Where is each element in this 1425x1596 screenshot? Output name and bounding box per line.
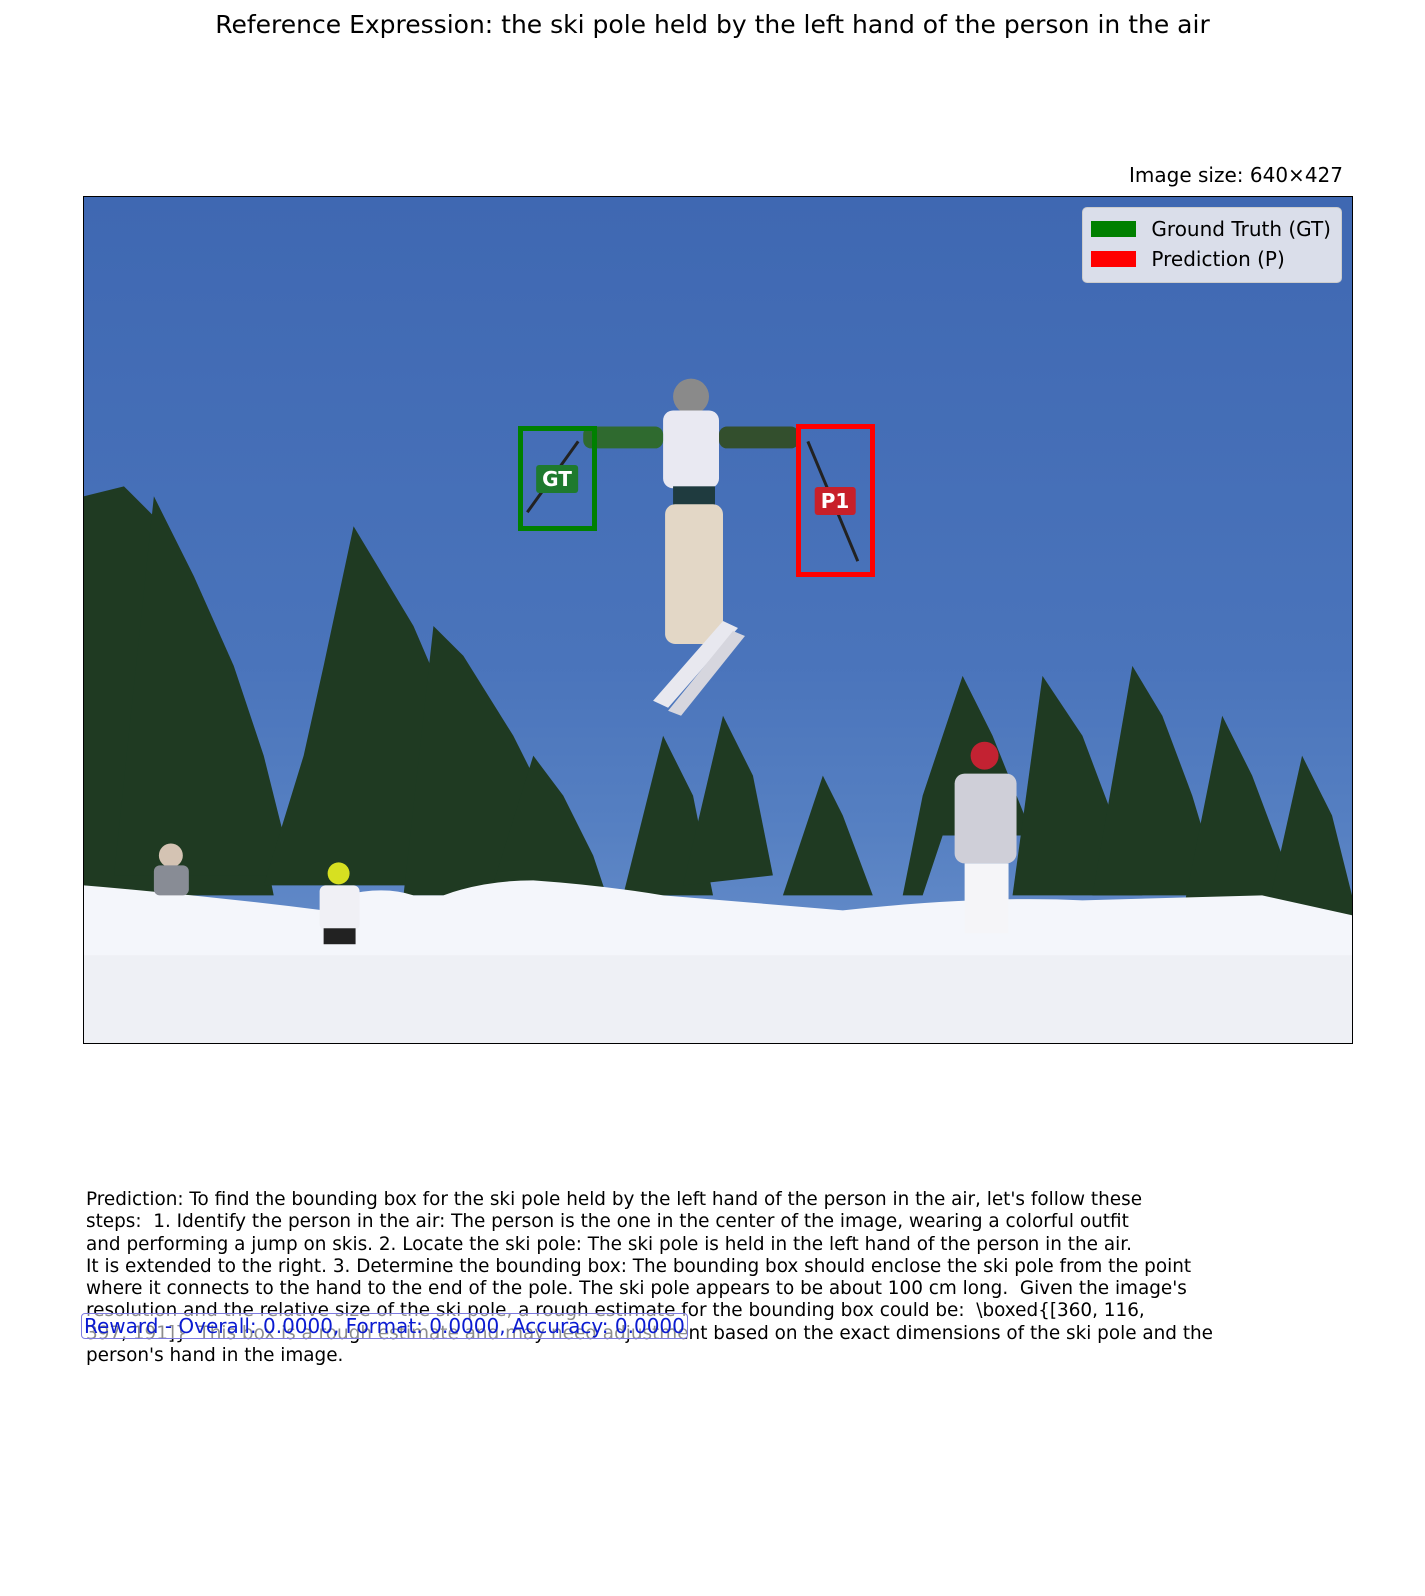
photo-panel: GT P1 Ground Truth (GT) Prediction (P) bbox=[83, 196, 1353, 1044]
legend-item-ground-truth: Ground Truth (GT) bbox=[1091, 214, 1331, 244]
ground-truth-box bbox=[518, 426, 597, 531]
reward-summary: Reward - Overall: 0.0000, Format: 0.0000… bbox=[81, 1313, 688, 1339]
prediction-text: Prediction: To find the bounding box for… bbox=[86, 1189, 1286, 1367]
prediction-line: where it connects to the hand to the end… bbox=[86, 1278, 1187, 1300]
page-title: Reference Expression: the ski pole held … bbox=[215, 10, 1210, 39]
image-size-label: Image size: 640×427 bbox=[1129, 163, 1343, 187]
prediction-line: and performing a jump on skis. 2. Locate… bbox=[86, 1233, 1132, 1255]
ground-truth-tag: GT bbox=[536, 465, 578, 493]
prediction-box bbox=[796, 424, 875, 577]
prediction-tag: P1 bbox=[814, 487, 856, 515]
ski-scene-image bbox=[84, 378, 1352, 1043]
legend-label-prediction: Prediction (P) bbox=[1151, 247, 1285, 271]
legend-label-ground-truth: Ground Truth (GT) bbox=[1151, 217, 1331, 241]
legend-swatch-prediction bbox=[1091, 251, 1137, 267]
legend: Ground Truth (GT) Prediction (P) bbox=[1082, 207, 1342, 283]
legend-swatch-ground-truth bbox=[1091, 221, 1137, 237]
prediction-line: Prediction: To find the bounding box for… bbox=[86, 1189, 1143, 1210]
legend-item-prediction: Prediction (P) bbox=[1091, 244, 1331, 274]
prediction-line: person's hand in the image. bbox=[86, 1345, 344, 1367]
prediction-line: It is extended to the right. 3. Determin… bbox=[86, 1255, 1192, 1277]
prediction-line: steps: 1. Identify the person in the air… bbox=[86, 1211, 1129, 1233]
